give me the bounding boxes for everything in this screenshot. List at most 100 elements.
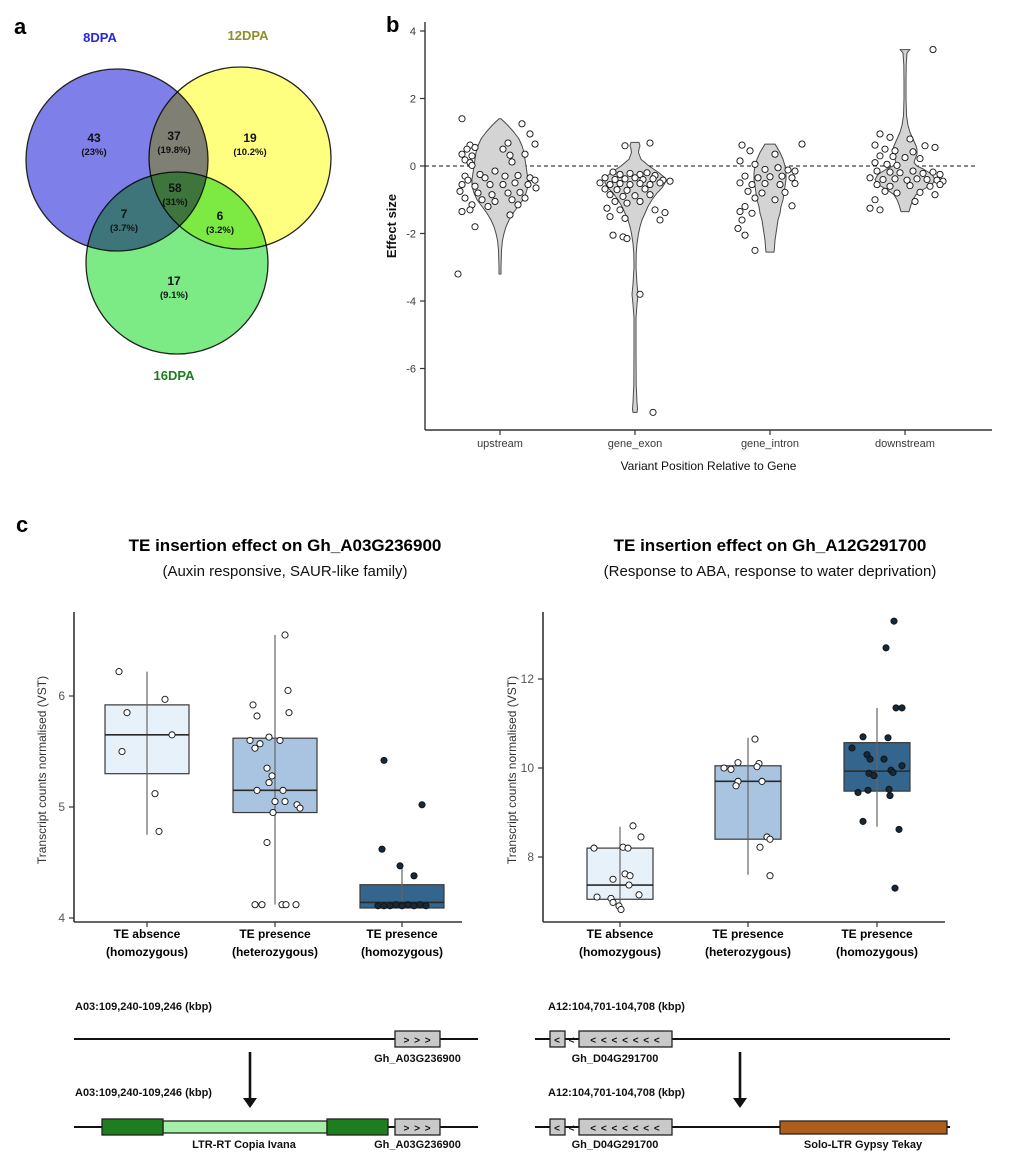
svg-text:TE presence: TE presence [712,927,784,941]
svg-text:7: 7 [121,207,128,221]
box-group-te-presence-homozygous [359,756,445,910]
svg-text:(homozygous): (homozygous) [106,945,188,959]
box-group-te-presence-homozygous [843,617,911,892]
box-group-te-presence-heterozygous [714,735,782,880]
violin-gene_intron [734,140,806,254]
boxplot-right: 8 10 12 TE absence (homozygous) TE presence (h… [505,612,945,959]
venn-circle-16DPA [85,171,269,355]
svg-text:58: 58 [168,181,182,195]
effect-size-violin-plot: 4 2 0 -2 -4 -6 upstream gene_exon gene_intron dow… [384,22,992,473]
svg-text:> > >: > > > [403,1124,431,1135]
feature-box [394,1118,441,1136]
svg-text:(31%): (31%) [162,197,187,208]
feature-box [549,1030,566,1048]
svg-text:> > >: > > > [403,1036,431,1047]
svg-text:4: 4 [58,911,65,925]
svg-text:Solo-LTR Gypsy Tekay: Solo-LTR Gypsy Tekay [804,1139,923,1151]
boxplot-right-title: TE insertion effect on Gh_A12G291700 [613,536,927,555]
svg-text:2: 2 [410,94,416,106]
feature-box [578,1030,673,1048]
svg-text:17: 17 [167,274,181,288]
svg-text:< < < < < < <: < < < < < < < [590,1036,661,1047]
svg-text:(23%): (23%) [81,147,106,158]
violin-upstream [454,115,540,278]
venn-circles [25,66,332,355]
svg-text:12: 12 [521,672,535,686]
svg-text:5: 5 [58,800,65,814]
svg-text:gene_intron: gene_intron [741,438,799,450]
boxplot-left-subtitle: (Auxin responsive, SAUR-like family) [162,563,408,580]
svg-text:(9.1%): (9.1%) [160,290,188,301]
insertion-arrow [733,1052,747,1108]
violin-downstream [866,46,947,214]
violin-gene_exon [596,139,674,416]
svg-text:8DPA: 8DPA [83,30,117,45]
svg-text:10: 10 [521,761,535,775]
box-group-te-absence-homozygous [586,822,654,914]
svg-text:Gh_A03G236900: Gh_A03G236900 [374,1139,461,1151]
svg-text:(10.2%): (10.2%) [233,147,266,158]
svg-text:16DPA: 16DPA [154,368,196,383]
svg-text:(heterozygous): (heterozygous) [705,945,791,959]
svg-text:6: 6 [58,689,65,703]
panel-b-label: b [386,12,400,37]
svg-text:(3.7%): (3.7%) [110,223,138,234]
boxplot-right-subtitle: (Response to ABA, response to water depr… [603,563,937,580]
svg-text:6: 6 [217,209,224,223]
svg-text:(homozygous): (homozygous) [361,945,443,959]
gene-diagram-left: A03:109,240-109,246 (kbp) > > > Gh_A03G236… [74,1001,478,1151]
svg-text:Transcript counts normalised (: Transcript counts normalised (VST) [505,676,519,864]
svg-text:12DPA: 12DPA [228,28,270,43]
svg-text:(homozygous): (homozygous) [836,945,918,959]
svg-text:Effect size: Effect size [384,194,399,258]
feature-box [779,1120,948,1135]
svg-text:TE absence: TE absence [114,927,181,941]
svg-text:TE absence: TE absence [587,927,654,941]
box-group-te-presence-heterozygous [232,631,318,909]
feature-box [578,1118,673,1136]
boxplot-left: 4 5 6 TE absence (homozygous) TE presence (het… [35,612,462,959]
svg-text:TE presence: TE presence [366,927,438,941]
panel-c-label: c [16,512,29,537]
panel-a-label: a [14,14,27,39]
svg-text:<: < [569,1124,576,1135]
svg-text:-6: -6 [406,364,416,376]
feature-box [326,1118,389,1136]
svg-text:LTR-RT Copia Ivana: LTR-RT Copia Ivana [192,1139,297,1151]
svg-text:<: < [554,1124,561,1135]
svg-text:Variant Position Relative to G: Variant Position Relative to Gene [621,459,797,473]
svg-text:TE presence: TE presence [239,927,311,941]
svg-text:gene_exon: gene_exon [608,438,662,450]
svg-text:A03:109,240-109,246 (kbp): A03:109,240-109,246 (kbp) [75,1001,212,1013]
feature-box [101,1118,164,1136]
svg-text:0: 0 [410,161,416,173]
svg-text:downstream: downstream [875,438,935,450]
svg-text:A12:104,701-104,708 (kbp): A12:104,701-104,708 (kbp) [548,1087,685,1099]
svg-text:A12:104,701-104,708 (kbp): A12:104,701-104,708 (kbp) [548,1001,685,1013]
svg-text:<: < [569,1036,576,1047]
box-group-te-absence-homozygous [104,668,190,835]
svg-text:-4: -4 [406,296,416,308]
venn-diagram: 8DPA 12DPA 16DPA 43 (23%) 37 (19.8%) 19 (10.2%) 5… [25,28,332,383]
svg-text:(19.8%): (19.8%) [157,145,190,156]
svg-text:upstream: upstream [477,438,523,450]
svg-text:(homozygous): (homozygous) [579,945,661,959]
svg-text:19: 19 [243,131,257,145]
svg-text:Gh_D04G291700: Gh_D04G291700 [572,1053,659,1065]
boxplot-left-title: TE insertion effect on Gh_A03G236900 [128,536,442,555]
svg-text:A03:109,240-109,246 (kbp): A03:109,240-109,246 (kbp) [75,1087,212,1099]
svg-text:Transcript counts normalised (: Transcript counts normalised (VST) [35,676,49,864]
gene-diagram-right: A12:104,701-104,708 (kbp) < < < < < < < < <… [535,1001,950,1151]
insertion-arrow [243,1052,257,1108]
svg-text:Gh_D04G291700: Gh_D04G291700 [572,1139,659,1151]
svg-text:(heterozygous): (heterozygous) [232,945,318,959]
svg-text:43: 43 [87,131,101,145]
svg-text:(3.2%): (3.2%) [206,225,234,236]
svg-text:TE presence: TE presence [841,927,913,941]
svg-text:Gh_A03G236900: Gh_A03G236900 [374,1053,461,1065]
svg-text:8: 8 [527,850,534,864]
svg-text:37: 37 [167,129,181,143]
feature-box [162,1120,328,1134]
svg-text:-2: -2 [406,229,416,241]
